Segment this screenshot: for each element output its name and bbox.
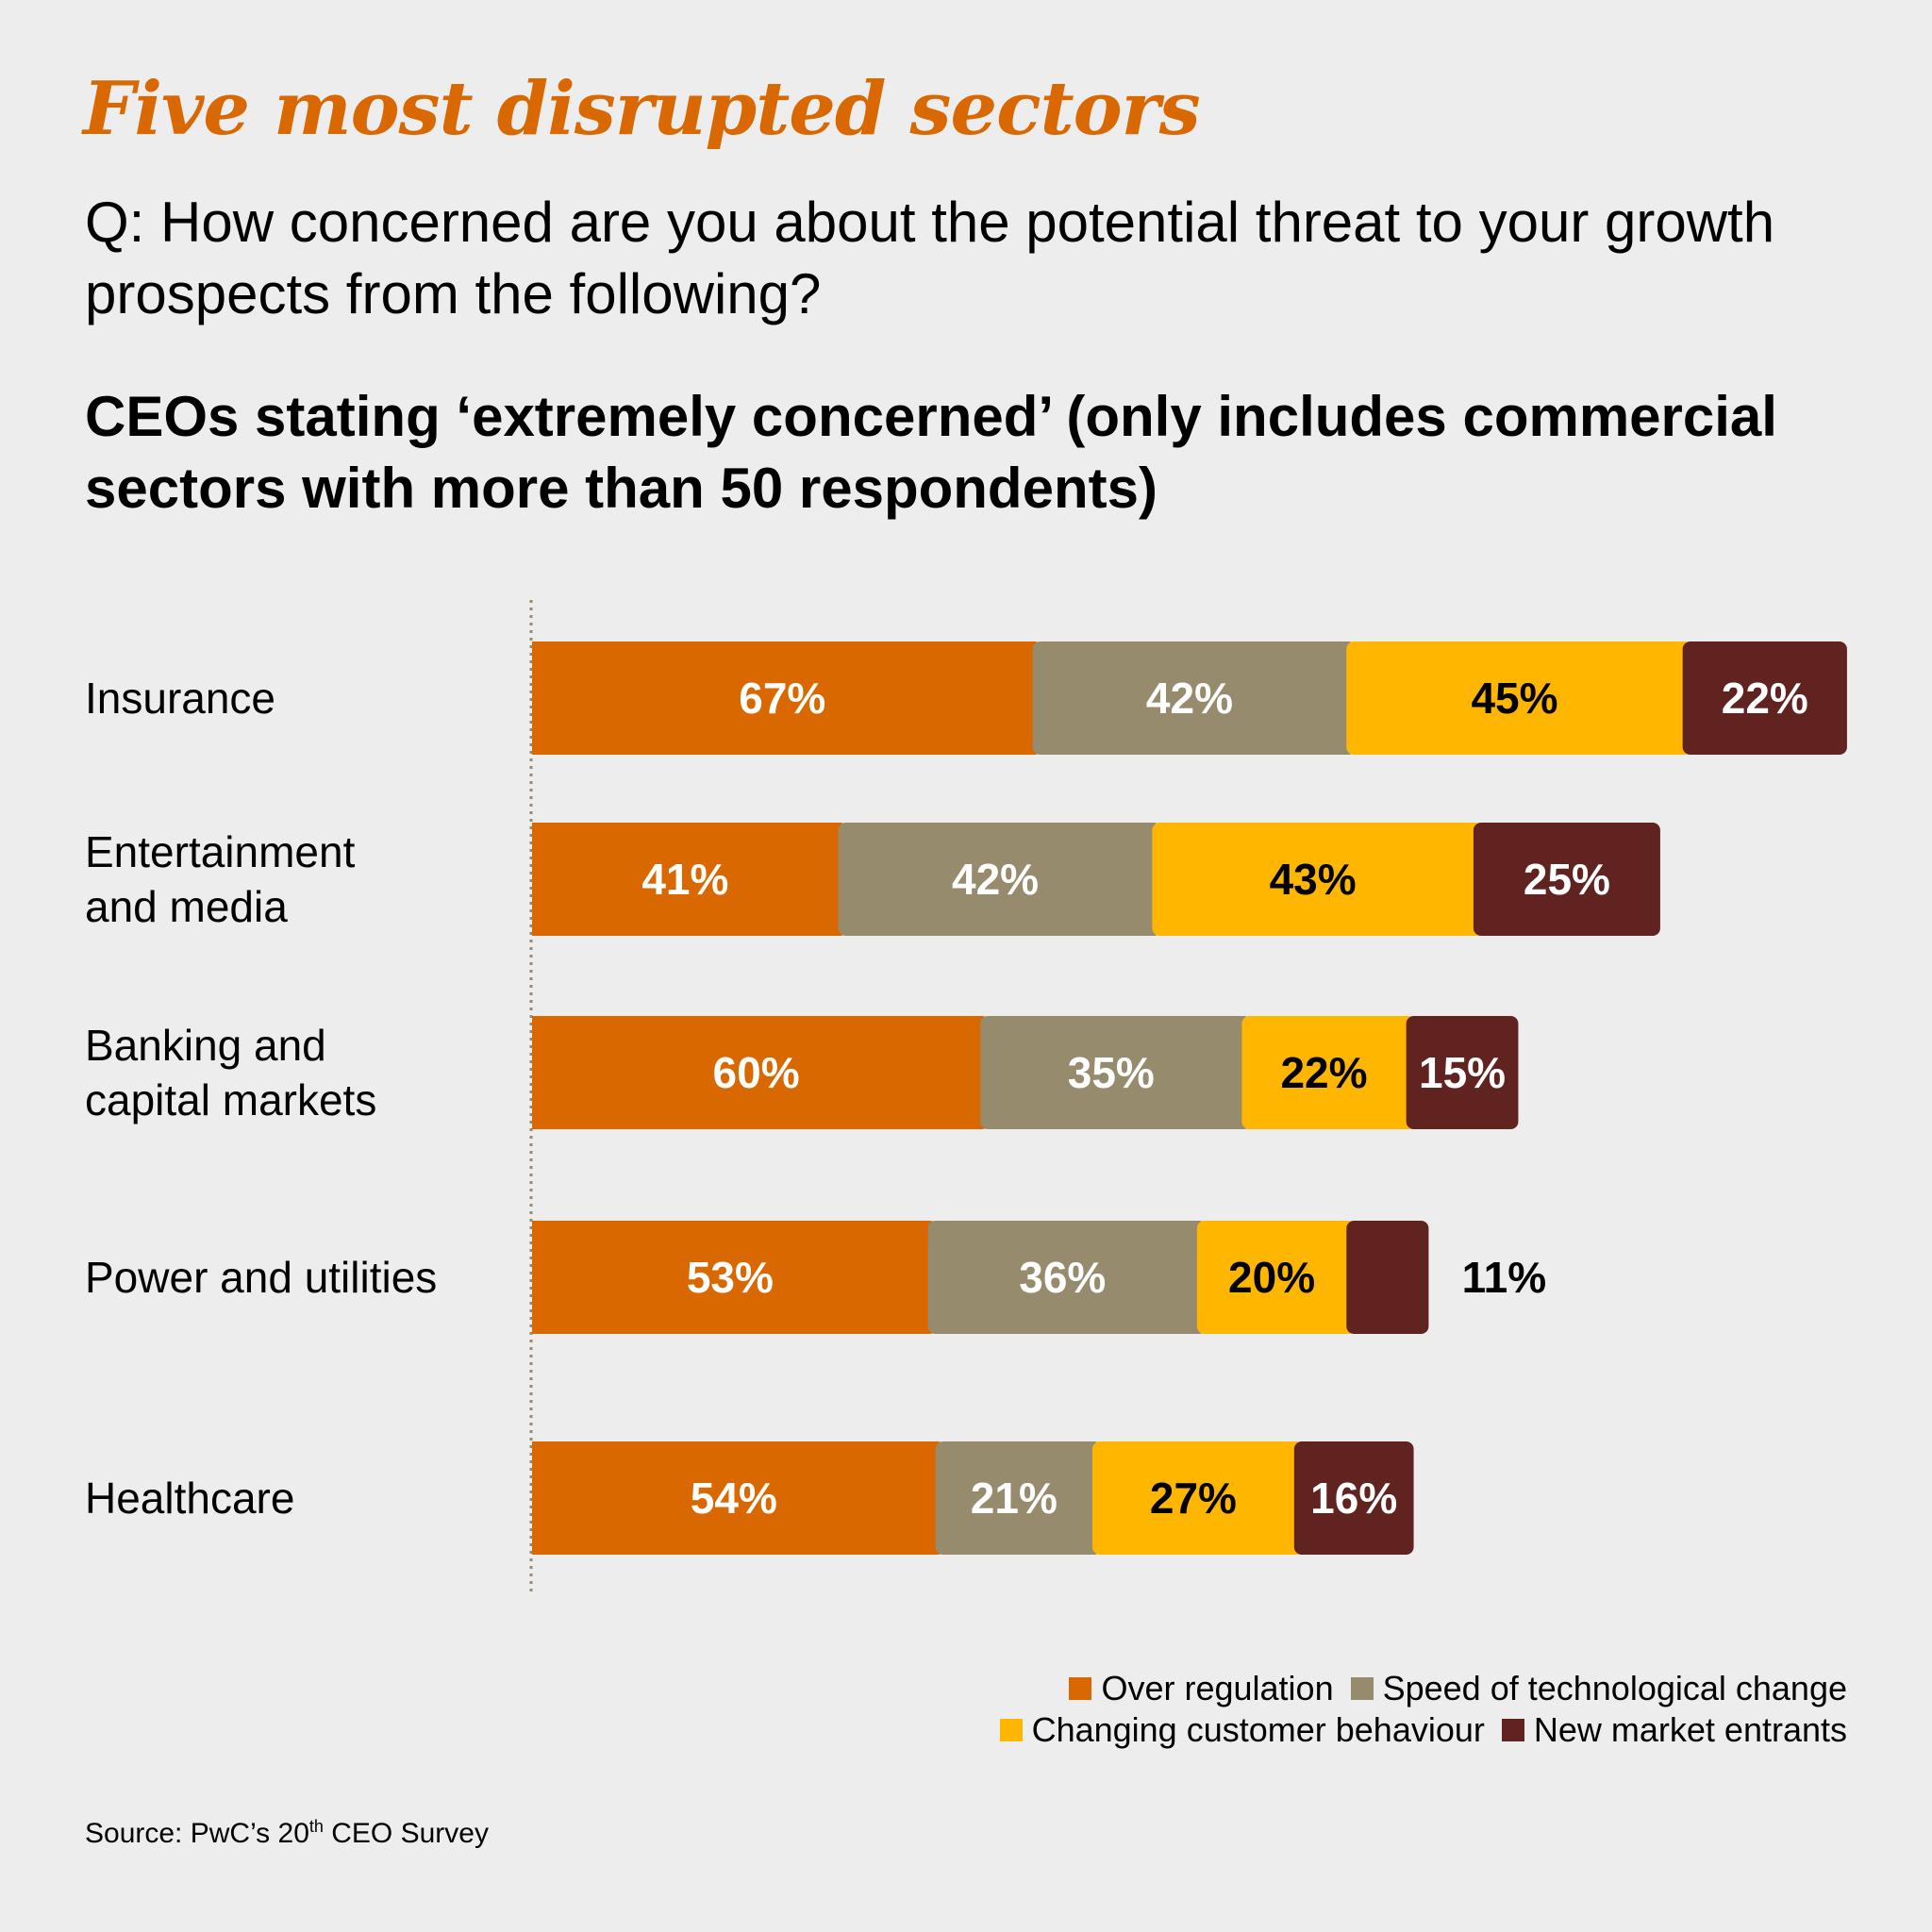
data-label: 67% bbox=[739, 674, 825, 723]
bar-segment bbox=[1032, 641, 1357, 755]
data-label: 21% bbox=[971, 1474, 1058, 1523]
category-label-line: capital markets bbox=[85, 1075, 376, 1124]
data-label: 42% bbox=[952, 855, 1039, 904]
category-label-line: Healthcare bbox=[85, 1474, 294, 1523]
legend-swatch bbox=[999, 1719, 1023, 1741]
bar-segment bbox=[1241, 1016, 1416, 1129]
legend-label: Changing customer behaviour bbox=[1031, 1710, 1485, 1749]
bar-segment bbox=[1293, 1441, 1414, 1555]
chart-title: Five most disrupted sectors bbox=[83, 66, 1201, 152]
bar-segment bbox=[1346, 641, 1692, 755]
data-label: 54% bbox=[691, 1474, 777, 1523]
category-label: Insurance bbox=[85, 674, 275, 723]
legend-label: New market entrants bbox=[1533, 1710, 1847, 1749]
category-label: Entertainment and media bbox=[85, 827, 356, 931]
category-label: Banking and capital markets bbox=[85, 1021, 376, 1124]
chart-subtitle: CEOs stating ‘extremely concerned’ (only… bbox=[85, 385, 1777, 520]
data-label: 36% bbox=[1019, 1253, 1106, 1302]
data-label: 11% bbox=[1462, 1253, 1547, 1302]
category-label-line: Power and utilities bbox=[85, 1253, 437, 1302]
bar-segment bbox=[1473, 823, 1660, 936]
data-label: 53% bbox=[687, 1253, 774, 1302]
chart-legend: Over regulation Speed of technological ch… bbox=[983, 1668, 1847, 1751]
source-prefix: Source: PwC’s 20 bbox=[85, 1818, 309, 1849]
source-superscript: th bbox=[308, 1817, 324, 1836]
bar-segment-edge bbox=[532, 823, 551, 936]
bar-segment bbox=[532, 1441, 945, 1555]
data-label: 43% bbox=[1270, 855, 1357, 904]
bar-segment bbox=[1196, 1221, 1357, 1334]
bar-segment bbox=[1092, 1441, 1304, 1555]
legend-item: Over regulation bbox=[1069, 1668, 1334, 1709]
source-note: Source: PwC’s 20th CEO Survey bbox=[85, 1817, 489, 1850]
data-label: 25% bbox=[1524, 855, 1610, 904]
bar-segment bbox=[532, 823, 848, 936]
bar-segment bbox=[532, 1221, 938, 1334]
data-label: 41% bbox=[641, 855, 728, 904]
legend-swatch bbox=[1350, 1677, 1374, 1700]
legend-swatch bbox=[1501, 1719, 1524, 1741]
bar-segment bbox=[1152, 823, 1483, 936]
data-label: 27% bbox=[1150, 1474, 1237, 1523]
data-label: 42% bbox=[1146, 674, 1233, 723]
bar-segment bbox=[532, 1016, 991, 1129]
data-label: 16% bbox=[1310, 1474, 1397, 1523]
legend-row: Changing customer behaviour New market en… bbox=[983, 1709, 1847, 1751]
legend-label: Speed of technological change bbox=[1382, 1669, 1847, 1707]
legend-label: Over regulation bbox=[1101, 1669, 1334, 1707]
data-label: 60% bbox=[713, 1048, 800, 1097]
bar-segment-edge bbox=[532, 1221, 551, 1334]
bar-segment bbox=[838, 823, 1162, 936]
bar-segment bbox=[532, 641, 1042, 755]
legend-item: New market entrants bbox=[1501, 1709, 1847, 1751]
category-label-line: and media bbox=[85, 882, 288, 931]
category-label: Healthcare bbox=[85, 1474, 294, 1523]
legend-row: Over regulation Speed of technological ch… bbox=[983, 1668, 1847, 1709]
data-label: 15% bbox=[1419, 1048, 1506, 1097]
legend-swatch bbox=[1069, 1677, 1092, 1700]
bar-segment bbox=[1406, 1016, 1519, 1129]
source-suffix: CEO Survey bbox=[323, 1818, 489, 1849]
legend-item: Changing customer behaviour bbox=[999, 1709, 1485, 1751]
bar-segment-edge bbox=[532, 641, 551, 755]
category-label: Power and utilities bbox=[85, 1253, 437, 1302]
data-label: 45% bbox=[1471, 674, 1557, 723]
data-label: 35% bbox=[1068, 1048, 1155, 1097]
data-label: 20% bbox=[1228, 1253, 1315, 1302]
legend-item: Speed of technological change bbox=[1350, 1668, 1847, 1709]
bar-segment bbox=[927, 1221, 1207, 1334]
bar-segment bbox=[935, 1441, 1102, 1555]
category-label-line: Insurance bbox=[85, 674, 275, 723]
bar-segment-edge bbox=[532, 1016, 551, 1129]
bar-segment-edge bbox=[532, 1441, 551, 1555]
bar-segment bbox=[980, 1016, 1252, 1129]
bar-segment bbox=[1682, 641, 1847, 755]
data-label: 22% bbox=[1722, 674, 1808, 723]
category-label-line: Banking and bbox=[85, 1021, 326, 1070]
bar-segment bbox=[1346, 1221, 1429, 1334]
survey-question: Q: How concerned are you about the poten… bbox=[85, 191, 1775, 325]
category-label-line: Entertainment bbox=[85, 827, 356, 876]
data-label: 22% bbox=[1280, 1048, 1367, 1097]
